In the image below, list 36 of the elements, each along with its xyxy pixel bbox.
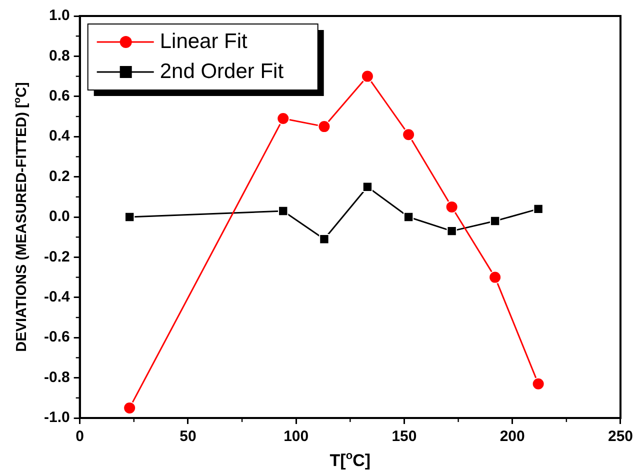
y-tick-label: -0.8 [44, 368, 70, 386]
point [124, 212, 135, 222]
y-tick-label: 0.6 [48, 88, 70, 105]
y-tick-label: 0.0 [48, 208, 70, 226]
y-axis-title: DEVIATIONS (MEASURED-FITTED) [oC] [11, 82, 30, 352]
point [403, 212, 414, 222]
y-tick-label: -0.2 [44, 248, 70, 266]
y-tick-label: 1.0 [48, 7, 70, 24]
point [533, 204, 544, 214]
legend-label: Linear Fit [160, 30, 248, 53]
point [488, 270, 502, 284]
point [362, 182, 373, 192]
x-tick-label: 50 [180, 428, 196, 446]
y-tick-label: 0.2 [48, 168, 70, 185]
y-tick-label: -0.4 [44, 288, 70, 306]
x-tick-label: 100 [284, 428, 309, 446]
point [445, 200, 458, 214]
y-tick-label: 0.8 [48, 47, 70, 64]
x-tick-label: 150 [392, 428, 417, 446]
point [490, 216, 500, 226]
y-tick-label: 0.4 [48, 128, 70, 145]
point [318, 120, 331, 134]
y-tick-label: -0.6 [44, 328, 70, 346]
y-tick-label: -1.0 [44, 409, 70, 426]
legend-label: 2nd Order Fit [160, 60, 284, 83]
point [276, 112, 290, 126]
point [532, 377, 545, 390]
point [278, 206, 288, 216]
x-tick-label: 250 [608, 428, 633, 446]
point [360, 70, 374, 83]
x-tick-label: 200 [500, 428, 525, 446]
point [446, 226, 457, 236]
x-tick-label: 0 [76, 428, 84, 446]
point [319, 234, 330, 244]
point [402, 128, 416, 142]
point [123, 401, 136, 414]
